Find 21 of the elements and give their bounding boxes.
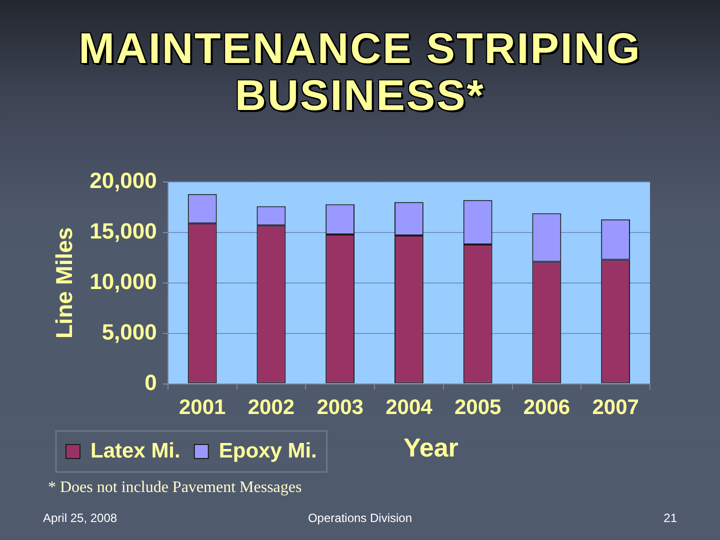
x-tick-label: 2003 [316, 396, 364, 420]
text: * Does not include Pavement Messages [48, 479, 302, 497]
legend-label: Latex Mi. [90, 439, 180, 462]
y-tick-label: 0 [144, 370, 157, 395]
x-tick-label: 2004 [386, 396, 433, 420]
x-tick-label: 2001 [178, 396, 226, 420]
y-tick-label: 20,000 [90, 168, 157, 194]
x-axis-title: Year [403, 432, 458, 463]
x-tick-label: 2007 [592, 396, 639, 420]
chart-title: MAINTENANCE STRIPING BUSINESS* [78, 25, 642, 120]
text: April 25, 2008 [43, 511, 118, 525]
y-tick-label: 5,000 [102, 319, 157, 344]
x-tick-label: 2002 [248, 396, 295, 420]
x-tick-label: 2005 [454, 396, 502, 420]
y-tick-label: 10,000 [90, 268, 157, 294]
text: 21 [662, 511, 677, 525]
legend-label: Epoxy Mi. [218, 439, 317, 462]
text: Operations Division [306, 511, 414, 525]
y-tick-label: 15,000 [90, 218, 157, 244]
y-axis-title: Line Miles [51, 227, 78, 338]
x-tick-label: 2006 [523, 396, 570, 420]
